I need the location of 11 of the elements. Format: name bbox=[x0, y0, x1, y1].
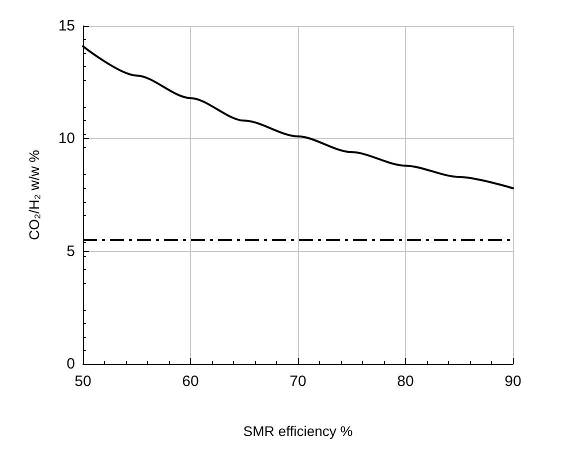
x-axis-title: SMR efficiency % bbox=[243, 423, 353, 439]
x-tick-label: 90 bbox=[504, 373, 522, 390]
x-tick-label: 50 bbox=[74, 373, 92, 390]
y-tick-label: 15 bbox=[58, 18, 75, 34]
x-tick-label: 80 bbox=[397, 373, 414, 390]
x-tick-label: 60 bbox=[182, 373, 199, 390]
y-axis-title: CO₂/H₂ w/w % bbox=[26, 150, 42, 240]
y-tick-label: 10 bbox=[58, 130, 75, 148]
y-tick-label: 5 bbox=[66, 242, 75, 260]
y-tick-label: 0 bbox=[66, 356, 75, 372]
x-tick-label: 70 bbox=[290, 373, 306, 390]
